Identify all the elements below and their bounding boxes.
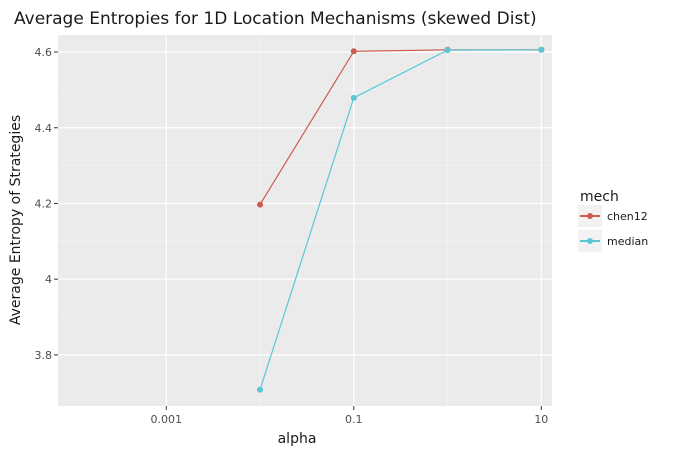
chart-title: Average Entropies for 1D Location Mechan… <box>14 9 537 29</box>
data-point-chen12 <box>257 201 264 208</box>
x-tick-label: 10 <box>534 413 548 426</box>
series-line-median <box>259 49 542 390</box>
plot-panel <box>58 35 552 406</box>
y-tick-label: 4.4 <box>35 122 53 135</box>
x-axis: 0.001 0.1 10 <box>151 406 548 426</box>
y-tick-label: 4 <box>45 273 52 286</box>
legend-key-point <box>587 213 593 219</box>
y-tick-label: 4.2 <box>35 197 53 210</box>
legend: mech chen12 median <box>578 189 648 252</box>
x-axis-title: alpha <box>278 431 317 447</box>
x-tick-label: 0.1 <box>345 413 363 426</box>
data-point-chen12 <box>350 48 357 55</box>
legend-key-point <box>587 238 593 244</box>
data-point-median <box>350 94 357 101</box>
grid-lines <box>58 35 552 406</box>
legend-label: chen12 <box>607 210 648 223</box>
x-tick-label: 0.001 <box>151 413 183 426</box>
legend-title: mech <box>580 189 619 205</box>
y-axis-title: Average Entropy of Strategies <box>8 115 24 325</box>
y-tick-label: 3.8 <box>35 349 53 362</box>
data-point-median <box>444 47 451 54</box>
data-point-median <box>538 46 545 53</box>
legend-label: median <box>607 235 648 248</box>
data-point-median <box>257 386 264 393</box>
y-axis: 3.8 4 4.2 4.4 4.6 <box>35 46 58 362</box>
y-tick-label: 4.6 <box>35 46 53 59</box>
series-layer <box>257 46 545 393</box>
